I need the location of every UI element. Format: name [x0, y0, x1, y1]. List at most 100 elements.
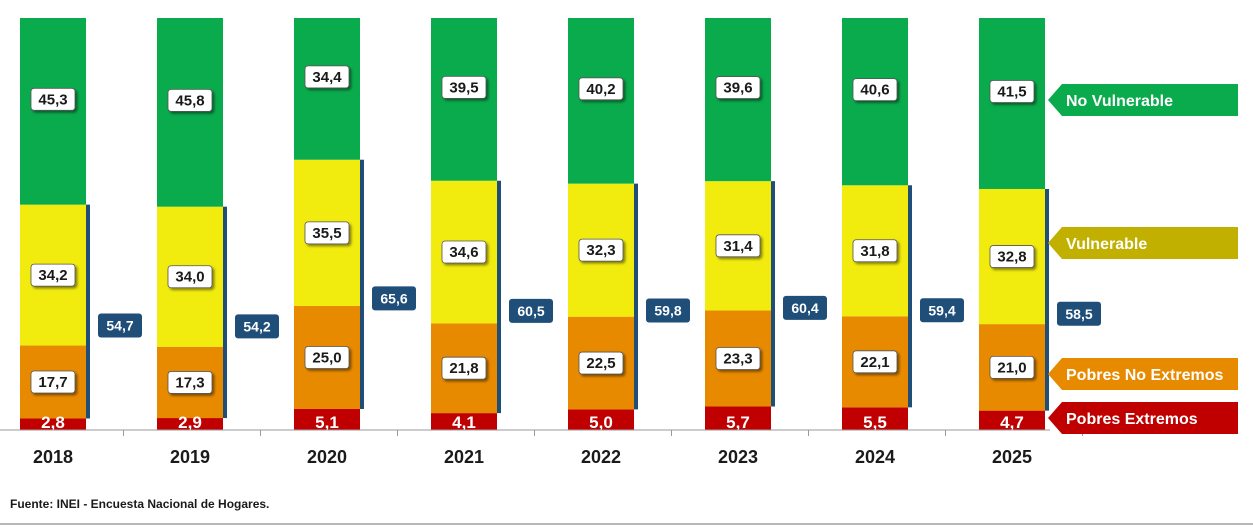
value-box-vulnerable-2022 — [578, 238, 624, 262]
bracket-box-2022 — [646, 298, 690, 323]
value-label-no-vulnerable-2024: 40,6 — [860, 82, 889, 99]
bar-pobres-extremos-2020 — [294, 408, 360, 430]
bracket-label-2019: 54,2 — [243, 318, 270, 334]
value-box-no-vulnerable-2024 — [852, 78, 898, 102]
value-box-vulnerable-2023 — [715, 234, 761, 258]
value-label-no-vulnerable-2023: 39,6 — [723, 80, 752, 97]
value-box-no-vulnerable-2018 — [30, 87, 76, 111]
legend-label-pobres-no-extremos: Pobres No Extremos — [1066, 367, 1223, 384]
value-box-no-vulnerable-2021 — [441, 75, 487, 99]
value-box-pobres-no-extremos-2022 — [578, 351, 624, 375]
value-box-pobres-no-extremos-2020 — [304, 346, 350, 369]
bracket-line-2024 — [908, 185, 912, 408]
value-label-pobres-extremos-2022: 5,0 — [589, 413, 613, 432]
x-tick-label-2020: 2020 — [307, 447, 347, 467]
value-label-vulnerable-2021: 34,6 — [449, 244, 478, 261]
value-box-pobres-no-extremos-2025 — [989, 355, 1035, 379]
value-box-no-vulnerable-2023 — [715, 76, 761, 99]
x-tick-label-2023: 2023 — [718, 447, 758, 467]
bar-pobres-extremos-2022 — [568, 409, 634, 430]
value-box-pobres-no-extremos-2024 — [852, 350, 898, 374]
bar-pobres-extremos-2021 — [431, 413, 497, 430]
value-label-no-vulnerable-2019: 45,8 — [175, 92, 204, 109]
value-box-no-vulnerable-2019 — [167, 88, 213, 112]
bracket-label-2018: 54,7 — [106, 318, 133, 334]
bar-no-vulnerable-2024 — [842, 18, 908, 186]
bracket-box-2021 — [509, 298, 553, 323]
value-label-pobres-no-extremos-2020: 25,0 — [312, 349, 341, 366]
bar-pobres-extremos-2023 — [705, 406, 771, 430]
bracket-line-2018 — [86, 204, 90, 419]
bracket-box-2024 — [920, 298, 964, 323]
bar-no-vulnerable-2018 — [20, 18, 86, 205]
value-box-vulnerable-2024 — [852, 239, 898, 263]
bracket-label-2021: 60,5 — [517, 303, 544, 319]
bracket-box-2019 — [235, 314, 279, 339]
value-label-no-vulnerable-2022: 40,2 — [586, 81, 615, 98]
value-box-pobres-no-extremos-2018 — [30, 370, 76, 394]
bracket-line-2022 — [634, 183, 638, 410]
value-box-vulnerable-2018 — [30, 263, 76, 287]
bracket-label-2022: 59,8 — [654, 303, 681, 319]
value-label-vulnerable-2018: 34,2 — [38, 267, 67, 284]
value-label-pobres-extremos-2020: 5,1 — [315, 413, 339, 432]
value-label-pobres-extremos-2023: 5,7 — [726, 413, 750, 432]
bracket-label-2025: 58,5 — [1065, 306, 1092, 322]
value-label-pobres-no-extremos-2019: 17,3 — [175, 374, 204, 391]
bar-no-vulnerable-2022 — [568, 18, 634, 184]
bracket-line-2025 — [1045, 188, 1049, 411]
bar-pobres-extremos-2024 — [842, 407, 908, 430]
legend-arrow-pobres-no-extremos — [1048, 358, 1238, 390]
value-label-vulnerable-2019: 34,0 — [175, 269, 204, 286]
value-label-pobres-extremos-2024: 5,5 — [863, 413, 887, 432]
value-label-pobres-no-extremos-2025: 21,0 — [997, 359, 1026, 376]
value-label-pobres-no-extremos-2024: 22,1 — [860, 354, 889, 371]
value-label-vulnerable-2020: 35,5 — [312, 225, 341, 242]
x-tick-label-2022: 2022 — [581, 447, 621, 467]
legend-label-vulnerable: Vulnerable — [1066, 236, 1147, 253]
value-box-vulnerable-2019 — [167, 265, 213, 289]
value-label-no-vulnerable-2018: 45,3 — [38, 91, 67, 108]
legend-label-pobres-extremos: Pobres Extremos — [1066, 411, 1198, 428]
bracket-box-2020 — [372, 286, 416, 311]
value-label-no-vulnerable-2021: 39,5 — [449, 79, 478, 96]
bracket-line-2019 — [223, 206, 227, 419]
value-box-pobres-no-extremos-2019 — [167, 371, 213, 394]
source-note: Fuente: INEI - Encuesta Nacional de Hoga… — [10, 497, 270, 511]
value-label-pobres-extremos-2018: 2,8 — [41, 413, 65, 432]
bars-group: 54,7 2,8 17,7 34,2 45,3 54,2 2,9 17,3 34,0 45,8 65… — [20, 18, 1101, 432]
value-label-pobres-extremos-2025: 4,7 — [1000, 413, 1024, 432]
value-label-no-vulnerable-2025: 41,5 — [997, 83, 1026, 100]
bracket-box-2025 — [1057, 301, 1101, 326]
x-tick-label-2025: 2025 — [992, 447, 1032, 467]
value-label-pobres-no-extremos-2021: 21,8 — [449, 360, 478, 377]
bracket-line-2023 — [771, 181, 775, 407]
x-tick-label-2018: 2018 — [33, 447, 73, 467]
legend-arrow-vulnerable — [1048, 227, 1238, 259]
value-label-pobres-extremos-2019: 2,9 — [178, 413, 202, 432]
bar-no-vulnerable-2025 — [979, 18, 1045, 189]
value-label-pobres-no-extremos-2023: 23,3 — [723, 351, 752, 368]
value-box-vulnerable-2025 — [989, 245, 1035, 268]
bar-pobres-extremos-2025 — [979, 410, 1045, 430]
bar-no-vulnerable-2021 — [431, 18, 497, 181]
value-label-vulnerable-2025: 32,8 — [997, 249, 1026, 266]
bracket-line-2021 — [497, 180, 501, 414]
value-label-pobres-no-extremos-2022: 22,5 — [586, 355, 615, 372]
x-tick-label-2024: 2024 — [855, 447, 895, 467]
legend-arrow-pobres-extremos — [1048, 402, 1238, 434]
value-box-pobres-no-extremos-2021 — [441, 356, 487, 380]
bracket-label-2023: 60,4 — [791, 300, 818, 316]
bar-pobres-extremos-2019 — [157, 418, 223, 430]
bar-no-vulnerable-2019 — [157, 18, 223, 207]
legend: No Vulnerable Vulnerable Pobres No Extremo… — [1048, 84, 1238, 434]
value-label-no-vulnerable-2020: 34,4 — [312, 69, 342, 86]
bottom-rule — [0, 523, 1253, 525]
bracket-line-2020 — [360, 159, 364, 409]
x-axis: 2018 2019 2020 2021 2022 2023 2024 2025 — [0, 429, 1083, 467]
legend-arrow-no-vulnerable — [1048, 84, 1238, 116]
bar-pobres-extremos-2018 — [20, 418, 86, 430]
value-label-pobres-extremos-2021: 4,1 — [452, 413, 476, 432]
value-box-pobres-no-extremos-2023 — [715, 347, 761, 370]
legend-label-no-vulnerable: No Vulnerable — [1066, 93, 1173, 110]
